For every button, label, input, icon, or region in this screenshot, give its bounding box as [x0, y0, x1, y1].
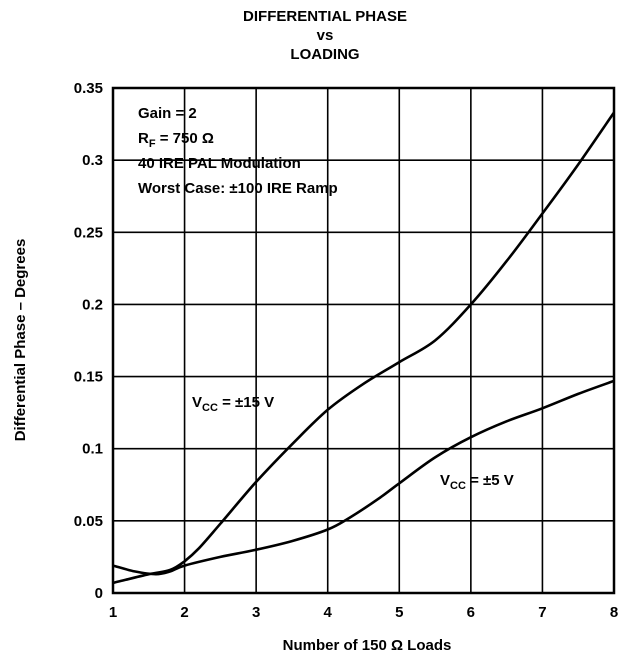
annotation-rf: RF = 750 Ω — [138, 130, 214, 150]
y-axis-ticks: 0 0.05 0.1 0.15 0.2 0.25 0.3 0.35 — [74, 80, 103, 602]
series-label-vcc-15-value: = ±15 V — [218, 394, 274, 411]
x-tick-label: 4 — [324, 604, 333, 621]
grid-lines — [113, 88, 614, 593]
x-tick-label: 7 — [538, 604, 546, 621]
annotation-rf-main: R — [138, 130, 149, 147]
x-axis-label: Number of 150 Ω Loads — [283, 637, 452, 654]
chart-title-line-3: LOADING — [290, 46, 359, 63]
annotation-pal: 40 IRE PAL Modulation — [138, 155, 301, 172]
series-line-vcc-5 — [112, 379, 615, 576]
annotation-rf-value: = 750 Ω — [156, 130, 214, 147]
series-group — [112, 111, 616, 585]
series-label-vcc-15-sub: CC — [202, 402, 218, 414]
series-label-vcc-5-sub: CC — [450, 480, 466, 492]
y-tick-label: 0.35 — [74, 80, 103, 97]
annotation-rf-sub: F — [149, 138, 156, 150]
y-tick-label: 0.05 — [74, 513, 103, 530]
x-tick-label: 2 — [180, 604, 188, 621]
x-tick-label: 8 — [610, 604, 618, 621]
plot-frame — [111, 86, 616, 595]
annotation-worst-case: Worst Case: ±100 IRE Ramp — [138, 180, 338, 197]
chart-title-line-2: vs — [317, 27, 334, 44]
series-line-vcc-15 — [112, 111, 616, 585]
y-tick-label: 0 — [95, 585, 103, 602]
annotation-gain: Gain = 2 — [138, 105, 197, 122]
series-label-vcc-5: VCC = ±5 V — [440, 472, 514, 492]
x-axis-ticks: 1 2 3 4 5 6 7 8 — [109, 604, 618, 621]
series-label-vcc-5-value: = ±5 V — [466, 472, 514, 489]
chart-title-line-1: DIFFERENTIAL PHASE — [243, 8, 407, 25]
y-tick-label: 0.1 — [82, 441, 103, 458]
series-label-vcc-15-main: V — [192, 394, 202, 411]
x-tick-label: 1 — [109, 604, 117, 621]
y-tick-label: 0.2 — [82, 296, 103, 313]
x-tick-label: 3 — [252, 604, 260, 621]
series-label-vcc-15: VCC = ±15 V — [192, 394, 274, 414]
x-tick-label: 5 — [395, 604, 403, 621]
y-axis-label: Differential Phase – Degrees — [12, 239, 29, 442]
y-tick-label: 0.3 — [82, 152, 103, 169]
series-label-vcc-5-main: V — [440, 472, 450, 489]
x-tick-label: 6 — [467, 604, 475, 621]
y-tick-label: 0.15 — [74, 369, 103, 386]
y-tick-label: 0.25 — [74, 224, 103, 241]
